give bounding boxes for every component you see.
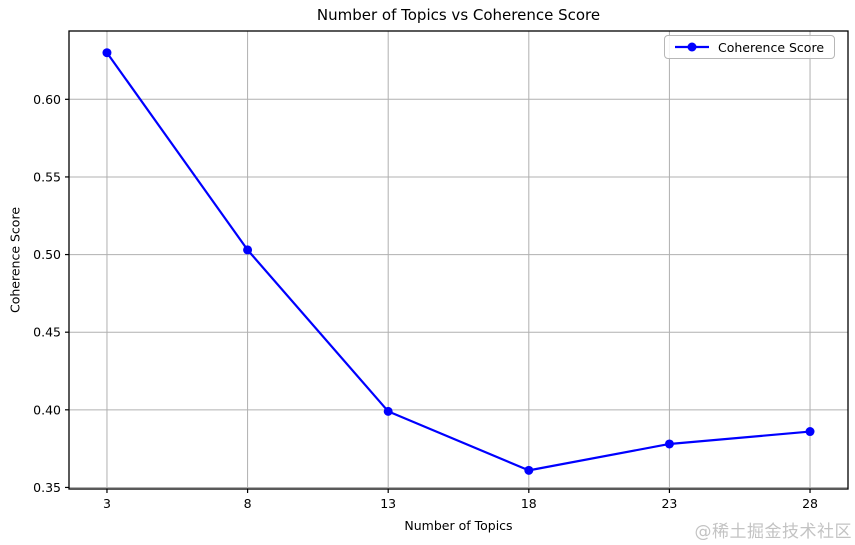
y-tick-label: 0.35: [33, 480, 61, 495]
legend: Coherence Score: [664, 35, 836, 59]
x-tick-label: 28: [802, 496, 818, 511]
data-point-marker: [524, 465, 534, 475]
axes-spines: [68, 30, 849, 490]
x-axis-label: Number of Topics: [404, 518, 513, 533]
chart-title: Number of Topics vs Coherence Score: [316, 6, 601, 24]
x-tick-label: 23: [661, 496, 677, 511]
data-point-marker: [383, 406, 393, 416]
x-tick-label: 3: [103, 496, 111, 511]
y-tick-label: 0.55: [33, 169, 61, 184]
y-tick-label: 0.40: [33, 402, 61, 417]
y-axis-label: Coherence Score: [7, 206, 23, 314]
x-tick-label: 18: [521, 496, 537, 511]
data-point-marker: [664, 439, 674, 449]
data-point-marker: [805, 427, 815, 437]
data-point-marker: [243, 245, 253, 255]
y-tick-label: 0.45: [33, 325, 61, 340]
y-tick-label: 0.50: [33, 247, 61, 262]
legend-label: Coherence Score: [718, 39, 825, 55]
x-tick-label: 8: [244, 496, 252, 511]
watermark: @稀土掘金技术社区: [694, 522, 852, 542]
y-tick-label: 0.60: [33, 92, 61, 107]
legend-marker-sample: [687, 42, 697, 52]
x-tick-label: 13: [380, 496, 396, 511]
legend-line-marker-icon: [675, 42, 709, 52]
data-line: [105, 51, 812, 472]
data-point-marker: [102, 48, 112, 58]
